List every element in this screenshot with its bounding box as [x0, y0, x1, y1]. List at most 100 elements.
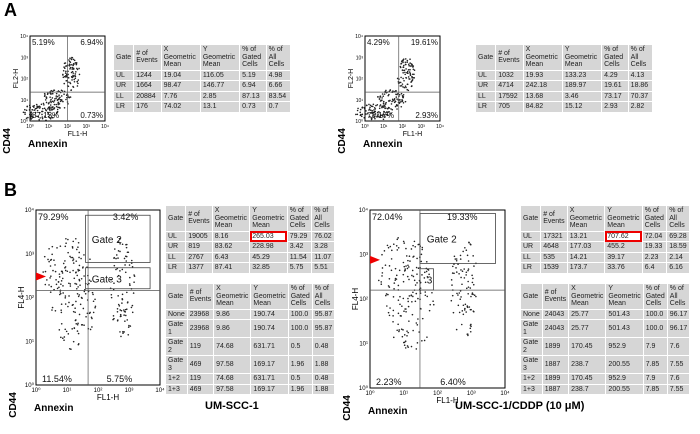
event-dot	[34, 107, 37, 110]
table-cell: 24043	[541, 319, 570, 338]
event-dot	[75, 71, 77, 73]
event-dot	[406, 70, 409, 73]
event-dot	[76, 323, 79, 326]
event-dot	[405, 86, 407, 89]
event-dot	[55, 103, 58, 106]
table-cell: 19.04	[160, 69, 201, 81]
table-cell: 0.7	[265, 101, 292, 113]
event-dot	[450, 279, 453, 281]
table-cell: % of Gated Cells	[641, 205, 668, 232]
table-cell: 1+2	[165, 373, 188, 385]
quadrant-percent: 2.23%	[376, 377, 402, 387]
event-dot	[391, 98, 394, 101]
event-dot	[59, 100, 62, 103]
table-cell: 6.4	[641, 262, 668, 274]
event-dot	[467, 260, 470, 262]
event-dot	[40, 103, 43, 106]
table-cell: 7.6	[666, 337, 691, 356]
event-dot	[376, 111, 379, 114]
event-dot	[411, 64, 413, 66]
table-cell: 0.48	[311, 373, 336, 385]
x-tick-label: 10⁴	[155, 387, 165, 394]
event-dot	[415, 348, 418, 350]
event-dot	[414, 284, 417, 286]
gate-box	[85, 214, 151, 263]
event-dot	[91, 326, 93, 328]
table-cell: 4.29	[601, 69, 629, 81]
event-dot	[58, 276, 61, 278]
event-dot	[366, 112, 369, 115]
event-dot	[470, 308, 472, 311]
event-dot	[374, 117, 376, 120]
event-dot	[402, 329, 404, 331]
quadrant-percent: 19.33%	[447, 212, 478, 222]
event-dot	[60, 336, 62, 339]
table-cell: 455.2	[604, 241, 643, 253]
event-dot	[394, 277, 397, 280]
event-dot	[64, 297, 67, 299]
table-cell: None	[165, 308, 188, 320]
event-dot	[372, 103, 375, 106]
event-dot	[119, 315, 122, 318]
event-dot	[408, 255, 411, 258]
table-cell: 819	[185, 241, 213, 253]
table-cell: 189.97	[561, 80, 603, 92]
event-dot	[49, 109, 51, 112]
event-dot	[60, 280, 63, 282]
event-dot	[67, 251, 69, 254]
event-dot	[421, 317, 424, 320]
event-dot	[122, 330, 124, 333]
event-dot	[78, 67, 80, 70]
table-cell: 19.61	[601, 80, 629, 92]
event-dot	[400, 92, 403, 95]
event-dot	[119, 331, 121, 333]
table-cell: X Geometric Mean	[568, 283, 607, 310]
event-dot	[412, 256, 414, 258]
event-dot	[62, 69, 65, 72]
event-dot	[457, 294, 459, 296]
event-dot	[78, 264, 81, 267]
table-cell: 190.74	[250, 319, 289, 338]
table-cell: # of Events	[185, 205, 213, 232]
table-cell: LL	[164, 251, 187, 263]
event-dot	[64, 303, 67, 305]
event-dot	[59, 245, 62, 247]
event-dot	[112, 318, 114, 321]
y-axis-label: FL4-H	[351, 288, 360, 310]
table-cell: 95.87	[311, 319, 336, 338]
event-dot	[55, 95, 58, 97]
event-dot	[395, 93, 397, 96]
event-dot	[51, 245, 54, 248]
event-dot	[407, 264, 409, 267]
event-dot	[386, 244, 389, 247]
event-dot	[399, 85, 402, 87]
event-dot	[410, 248, 413, 250]
event-dot	[121, 297, 124, 300]
event-dot	[390, 269, 393, 272]
event-dot	[126, 251, 129, 254]
event-dot	[408, 278, 410, 281]
event-dot	[64, 75, 67, 77]
event-dot	[472, 277, 474, 280]
event-dot	[125, 308, 128, 310]
event-dot	[74, 307, 76, 310]
event-dot	[65, 330, 68, 333]
y-tick-label: 10²	[21, 77, 29, 83]
table-cell: 1+3	[165, 383, 188, 395]
event-dot	[36, 115, 38, 118]
table-cell: 7.76	[160, 90, 201, 102]
event-dot	[412, 65, 415, 67]
event-dot	[56, 247, 58, 249]
event-dot	[396, 108, 398, 110]
event-dot	[459, 290, 462, 292]
event-dot	[421, 248, 424, 251]
event-dot	[71, 328, 73, 330]
table-cell: 17321	[540, 230, 568, 242]
event-dot	[455, 267, 457, 269]
event-dot	[398, 329, 401, 331]
event-dot	[41, 110, 43, 113]
event-dot	[70, 256, 72, 259]
event-dot	[54, 270, 57, 273]
event-dot	[361, 113, 364, 116]
table-cell: % of All Cells	[666, 283, 691, 310]
